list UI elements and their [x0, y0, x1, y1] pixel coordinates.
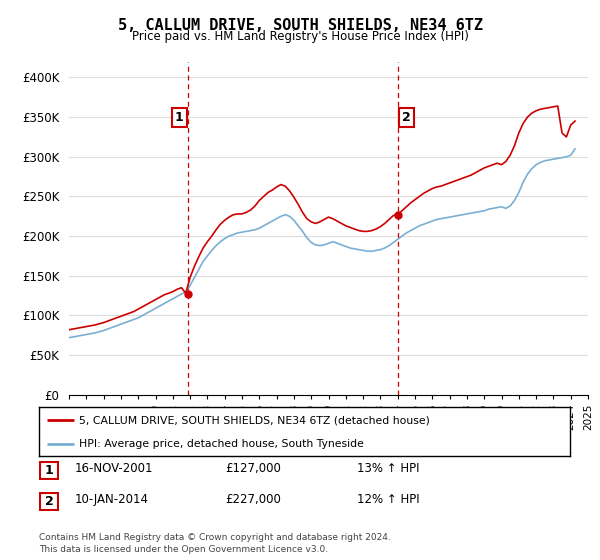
FancyBboxPatch shape — [40, 463, 58, 479]
Text: 2: 2 — [403, 111, 411, 124]
FancyBboxPatch shape — [40, 493, 58, 510]
Text: 13% ↑ HPI: 13% ↑ HPI — [357, 462, 419, 475]
Text: 16-NOV-2001: 16-NOV-2001 — [75, 462, 154, 475]
Text: £227,000: £227,000 — [225, 493, 281, 506]
Text: HPI: Average price, detached house, South Tyneside: HPI: Average price, detached house, Sout… — [79, 439, 364, 449]
Text: 5, CALLUM DRIVE, SOUTH SHIELDS, NE34 6TZ (detached house): 5, CALLUM DRIVE, SOUTH SHIELDS, NE34 6TZ… — [79, 416, 430, 426]
Text: Price paid vs. HM Land Registry's House Price Index (HPI): Price paid vs. HM Land Registry's House … — [131, 30, 469, 43]
Text: 5, CALLUM DRIVE, SOUTH SHIELDS, NE34 6TZ: 5, CALLUM DRIVE, SOUTH SHIELDS, NE34 6TZ — [118, 18, 482, 33]
Text: Contains HM Land Registry data © Crown copyright and database right 2024.
This d: Contains HM Land Registry data © Crown c… — [39, 533, 391, 554]
Text: 1: 1 — [175, 111, 184, 124]
Text: 2: 2 — [44, 495, 53, 508]
Text: 10-JAN-2014: 10-JAN-2014 — [75, 493, 149, 506]
Text: £127,000: £127,000 — [225, 462, 281, 475]
Text: 1: 1 — [44, 464, 53, 477]
Text: 12% ↑ HPI: 12% ↑ HPI — [357, 493, 419, 506]
